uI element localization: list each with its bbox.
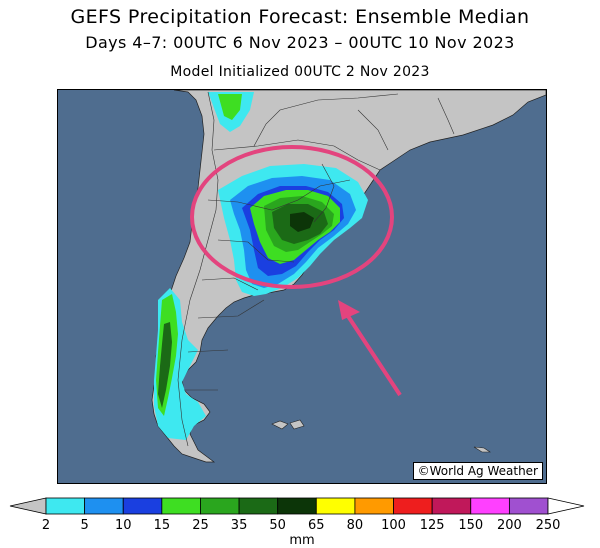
colorbar-segment (431, 497, 472, 515)
colorbar-segment (315, 497, 356, 515)
colorbar-segment (84, 497, 124, 515)
colorbar-segment (238, 497, 279, 515)
colorbar-segment (354, 497, 394, 515)
colorbar-tick-label: 50 (269, 518, 286, 533)
credit-label: ©World Ag Weather (412, 462, 543, 480)
valid-period: Days 4–7: 00UTC 6 Nov 2023 – 00UTC 10 No… (85, 33, 515, 52)
colorbar-under-triangle (9, 497, 47, 515)
colorbar-over-triangle (547, 497, 585, 515)
highlight-ellipse (190, 145, 394, 289)
map-canvas (58, 90, 546, 483)
colorbar-tick-label: 65 (308, 518, 325, 533)
precipitation-map: ©World Ag Weather (57, 89, 547, 484)
precip-35-chile (158, 322, 172, 408)
model-init: Model Initialized 00UTC 2 Nov 2023 (170, 64, 430, 80)
colorbar-segment (470, 497, 510, 515)
south-georgia (473, 446, 491, 453)
colorbar-segment (200, 497, 240, 515)
colorbar-unit: mm (289, 533, 314, 548)
colorbar-tick-label: 125 (420, 518, 445, 533)
colorbar-tick-label: 10 (115, 518, 132, 533)
colorbar-segment (161, 497, 201, 515)
precip-15-north (218, 94, 242, 120)
colorbar-tick-label: 100 (381, 518, 406, 533)
borders (177, 91, 455, 447)
colorbar-segments (9, 497, 585, 515)
colorbar-segment (122, 497, 163, 515)
colorbar-tick-label: 200 (497, 518, 522, 533)
precip-50-main (290, 212, 314, 232)
colorbar-segment (277, 497, 317, 515)
colorbar-ticks: 2 5 10 15 25 35 50 65 80 100 125 150 200 250 (42, 518, 561, 533)
map-title: GEFS Precipitation Forecast: Ensemble Me… (70, 6, 530, 28)
colorbar-tick-label: 2 (42, 518, 50, 533)
colorbar: 2 5 10 15 25 35 50 65 80 100 125 150 200 250 mm (9, 497, 585, 548)
highlight-arrow-head (338, 300, 360, 320)
colorbar-segment (508, 497, 549, 515)
colorbar-tick-label: 250 (536, 518, 561, 533)
colorbar-tick-label: 25 (192, 518, 209, 533)
highlight-arrow-shaft (342, 308, 402, 397)
colorbar-segment (393, 497, 433, 515)
colorbar-segment (45, 497, 86, 515)
colorbar-tick-label: 15 (154, 518, 171, 533)
colorbar-tick-label: 5 (80, 518, 88, 533)
colorbar-tick-label: 35 (231, 518, 248, 533)
colorbar-tick-label: 150 (458, 518, 483, 533)
colorbar-tick-label: 80 (347, 518, 364, 533)
falkland-islands (271, 419, 305, 430)
